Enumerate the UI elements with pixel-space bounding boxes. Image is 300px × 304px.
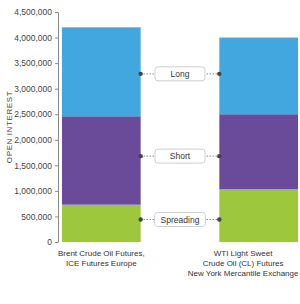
y-tick-mark <box>55 191 58 192</box>
y-tick: 2,000,000 <box>14 135 58 145</box>
legend-label: Short <box>170 151 191 161</box>
bar-segment <box>219 189 298 242</box>
y-tick: 1,500,000 <box>14 161 58 171</box>
legend-dot <box>138 154 142 158</box>
y-tick-label: 1,500,000 <box>14 161 52 171</box>
y-tick: 1,000,000 <box>14 186 58 196</box>
y-tick-label: 500,000 <box>21 212 52 222</box>
bar-segment <box>62 116 141 204</box>
bar-segment <box>62 205 141 242</box>
bar-segment <box>219 38 298 115</box>
legend-box <box>155 149 205 163</box>
y-tick-label: 1,000,000 <box>14 186 52 196</box>
legend-item: Long <box>138 67 221 81</box>
y-tick-mark <box>55 242 58 243</box>
y-tick-label: 4,000,000 <box>14 33 52 43</box>
y-tick-label: 3,000,000 <box>14 84 52 94</box>
y-tick-label: 4,500,000 <box>14 7 52 17</box>
y-tick-label: 2,500,000 <box>14 109 52 119</box>
y-tick-label: 3,500,000 <box>14 58 52 68</box>
y-axis-line <box>58 13 59 243</box>
y-tick-label: 0 <box>47 237 52 247</box>
y-tick-mark <box>55 63 58 64</box>
legend-dot <box>138 72 142 76</box>
legend-item: Short <box>138 149 221 163</box>
legend-label: Long <box>171 69 190 79</box>
y-tick-mark <box>55 140 58 141</box>
y-tick: 500,000 <box>21 212 58 222</box>
y-tick-mark <box>55 165 58 166</box>
y-tick: 0 <box>47 237 58 247</box>
legend: Spreading Short Long <box>138 67 221 227</box>
bar-segment <box>62 27 141 116</box>
chart: 0 500,000 1,000,000 1,500,000 2,000,000 2,500… <box>0 0 300 304</box>
y-tick: 3,000,000 <box>14 84 58 94</box>
y-tick: 2,500,000 <box>14 109 58 119</box>
legend-box <box>154 213 205 227</box>
category-label: Brent Crude Oil Futures,ICE Futures Euro… <box>58 249 145 268</box>
legend-item: Spreading <box>138 213 221 227</box>
y-tick-mark <box>55 114 58 115</box>
category-label: WTI Light SweetCrude Oil (CL) FuturesNew… <box>188 249 299 278</box>
y-tick-mark <box>55 12 58 13</box>
legend-dot <box>217 154 221 158</box>
bar-segment <box>219 114 298 189</box>
y-tick: 4,500,000 <box>14 7 58 17</box>
y-tick-mark <box>55 38 58 39</box>
bars <box>62 27 298 242</box>
y-tick-mark <box>55 216 58 217</box>
legend-box <box>155 67 205 81</box>
y-tick-label: 2,000,000 <box>14 135 52 145</box>
y-tick: 4,000,000 <box>14 33 58 43</box>
legend-dot <box>217 72 221 76</box>
y-axis: 0 500,000 1,000,000 1,500,000 2,000,000 2,500… <box>14 7 58 247</box>
y-tick: 3,500,000 <box>14 58 58 68</box>
y-tick-mark <box>55 89 58 90</box>
legend-dot <box>217 217 221 221</box>
legend-label: Spreading <box>161 215 200 225</box>
y-axis-title: OPEN INTEREST <box>5 91 14 163</box>
legend-dot <box>138 217 142 221</box>
